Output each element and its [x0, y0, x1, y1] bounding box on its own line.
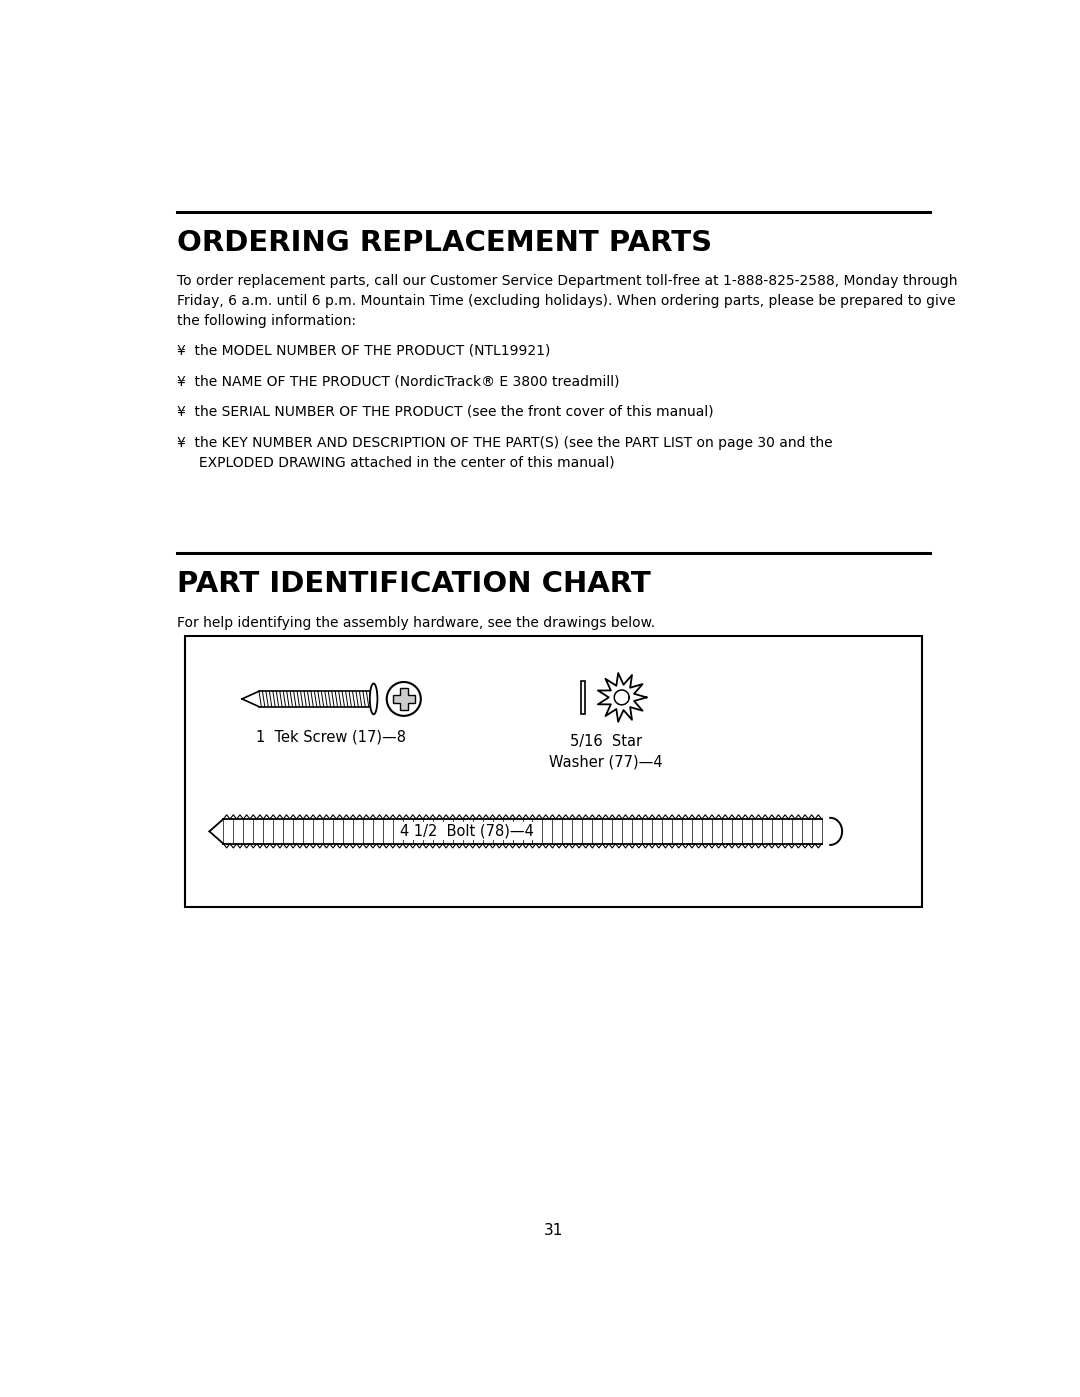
Bar: [185, 636, 922, 907]
Text: ¥  the SERIAL NUMBER OF THE PRODUCT (see the front cover of this manual): ¥ the SERIAL NUMBER OF THE PRODUCT (see …: [177, 405, 714, 419]
Text: ¥  the NAME OF THE PRODUCT (NordicTrack® E 3800 treadmill): ¥ the NAME OF THE PRODUCT (NordicTrack® …: [177, 374, 619, 388]
Text: 31: 31: [544, 1222, 563, 1238]
Text: ORDERING REPLACEMENT PARTS: ORDERING REPLACEMENT PARTS: [177, 229, 712, 257]
Circle shape: [387, 682, 421, 715]
Text: To order replacement parts, call our Customer Service Department toll-free at 1-: To order replacement parts, call our Cus…: [177, 274, 957, 328]
Text: 1  Tek Screw (17)—8: 1 Tek Screw (17)—8: [256, 729, 406, 745]
Bar: [581, 682, 585, 714]
Text: 4 1/2  Bolt (78)—4: 4 1/2 Bolt (78)—4: [400, 824, 534, 838]
Text: ¥  the MODEL NUMBER OF THE PRODUCT (NTL19921): ¥ the MODEL NUMBER OF THE PRODUCT (NTL19…: [177, 344, 550, 358]
Ellipse shape: [369, 683, 377, 714]
Text: For help identifying the assembly hardware, see the drawings below.: For help identifying the assembly hardwa…: [177, 616, 654, 630]
Polygon shape: [393, 687, 415, 710]
Text: PART IDENTIFICATION CHART: PART IDENTIFICATION CHART: [177, 570, 650, 598]
Text: 5/16  Star
Washer (77)—4: 5/16 Star Washer (77)—4: [550, 735, 663, 770]
Text: ¥  the KEY NUMBER AND DESCRIPTION OF THE PART(S) (see the PART LIST on page 30 a: ¥ the KEY NUMBER AND DESCRIPTION OF THE …: [177, 436, 833, 469]
Polygon shape: [822, 817, 842, 845]
